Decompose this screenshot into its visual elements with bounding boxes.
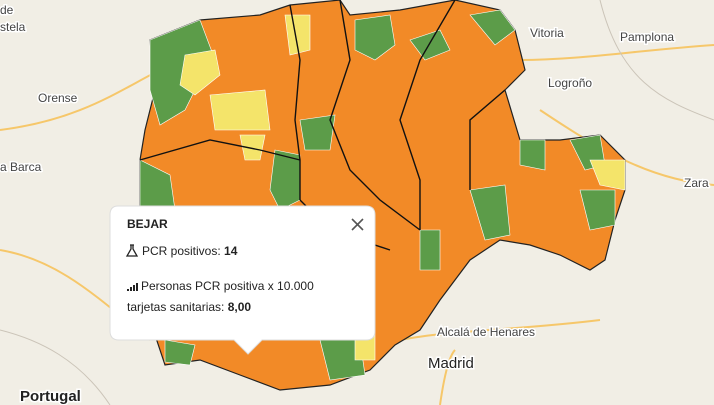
popup: BEJAR PCR positivos: 14 Personas PCR pos… [109,205,376,355]
pcr-label: PCR positivos: 14 [142,244,238,258]
place-label: de [0,3,14,17]
region-yellow [179,14,626,361]
flask-icon [125,244,139,257]
signal-icon [127,283,138,291]
rate-label: tarjetas sanitarias: 8,00 [127,300,251,314]
popup-title: BEJAR [127,217,168,231]
place-label: Orense [38,91,78,105]
popup-box [109,205,376,355]
place-label: Madrid [428,355,474,372]
place-label: Zara [684,176,709,190]
place-label: Alcalá de Henares [437,325,535,339]
rate-label: Personas PCR positiva x 10.000 [141,279,314,293]
place-label: Pamplona [620,30,674,44]
place-label: a Barca [0,160,42,174]
place-label: stela [0,20,26,34]
place-label: Portugal [20,388,81,405]
place-label: Logroño [548,76,592,90]
place-label: Vitoria [530,26,564,40]
close-button[interactable] [351,218,364,231]
